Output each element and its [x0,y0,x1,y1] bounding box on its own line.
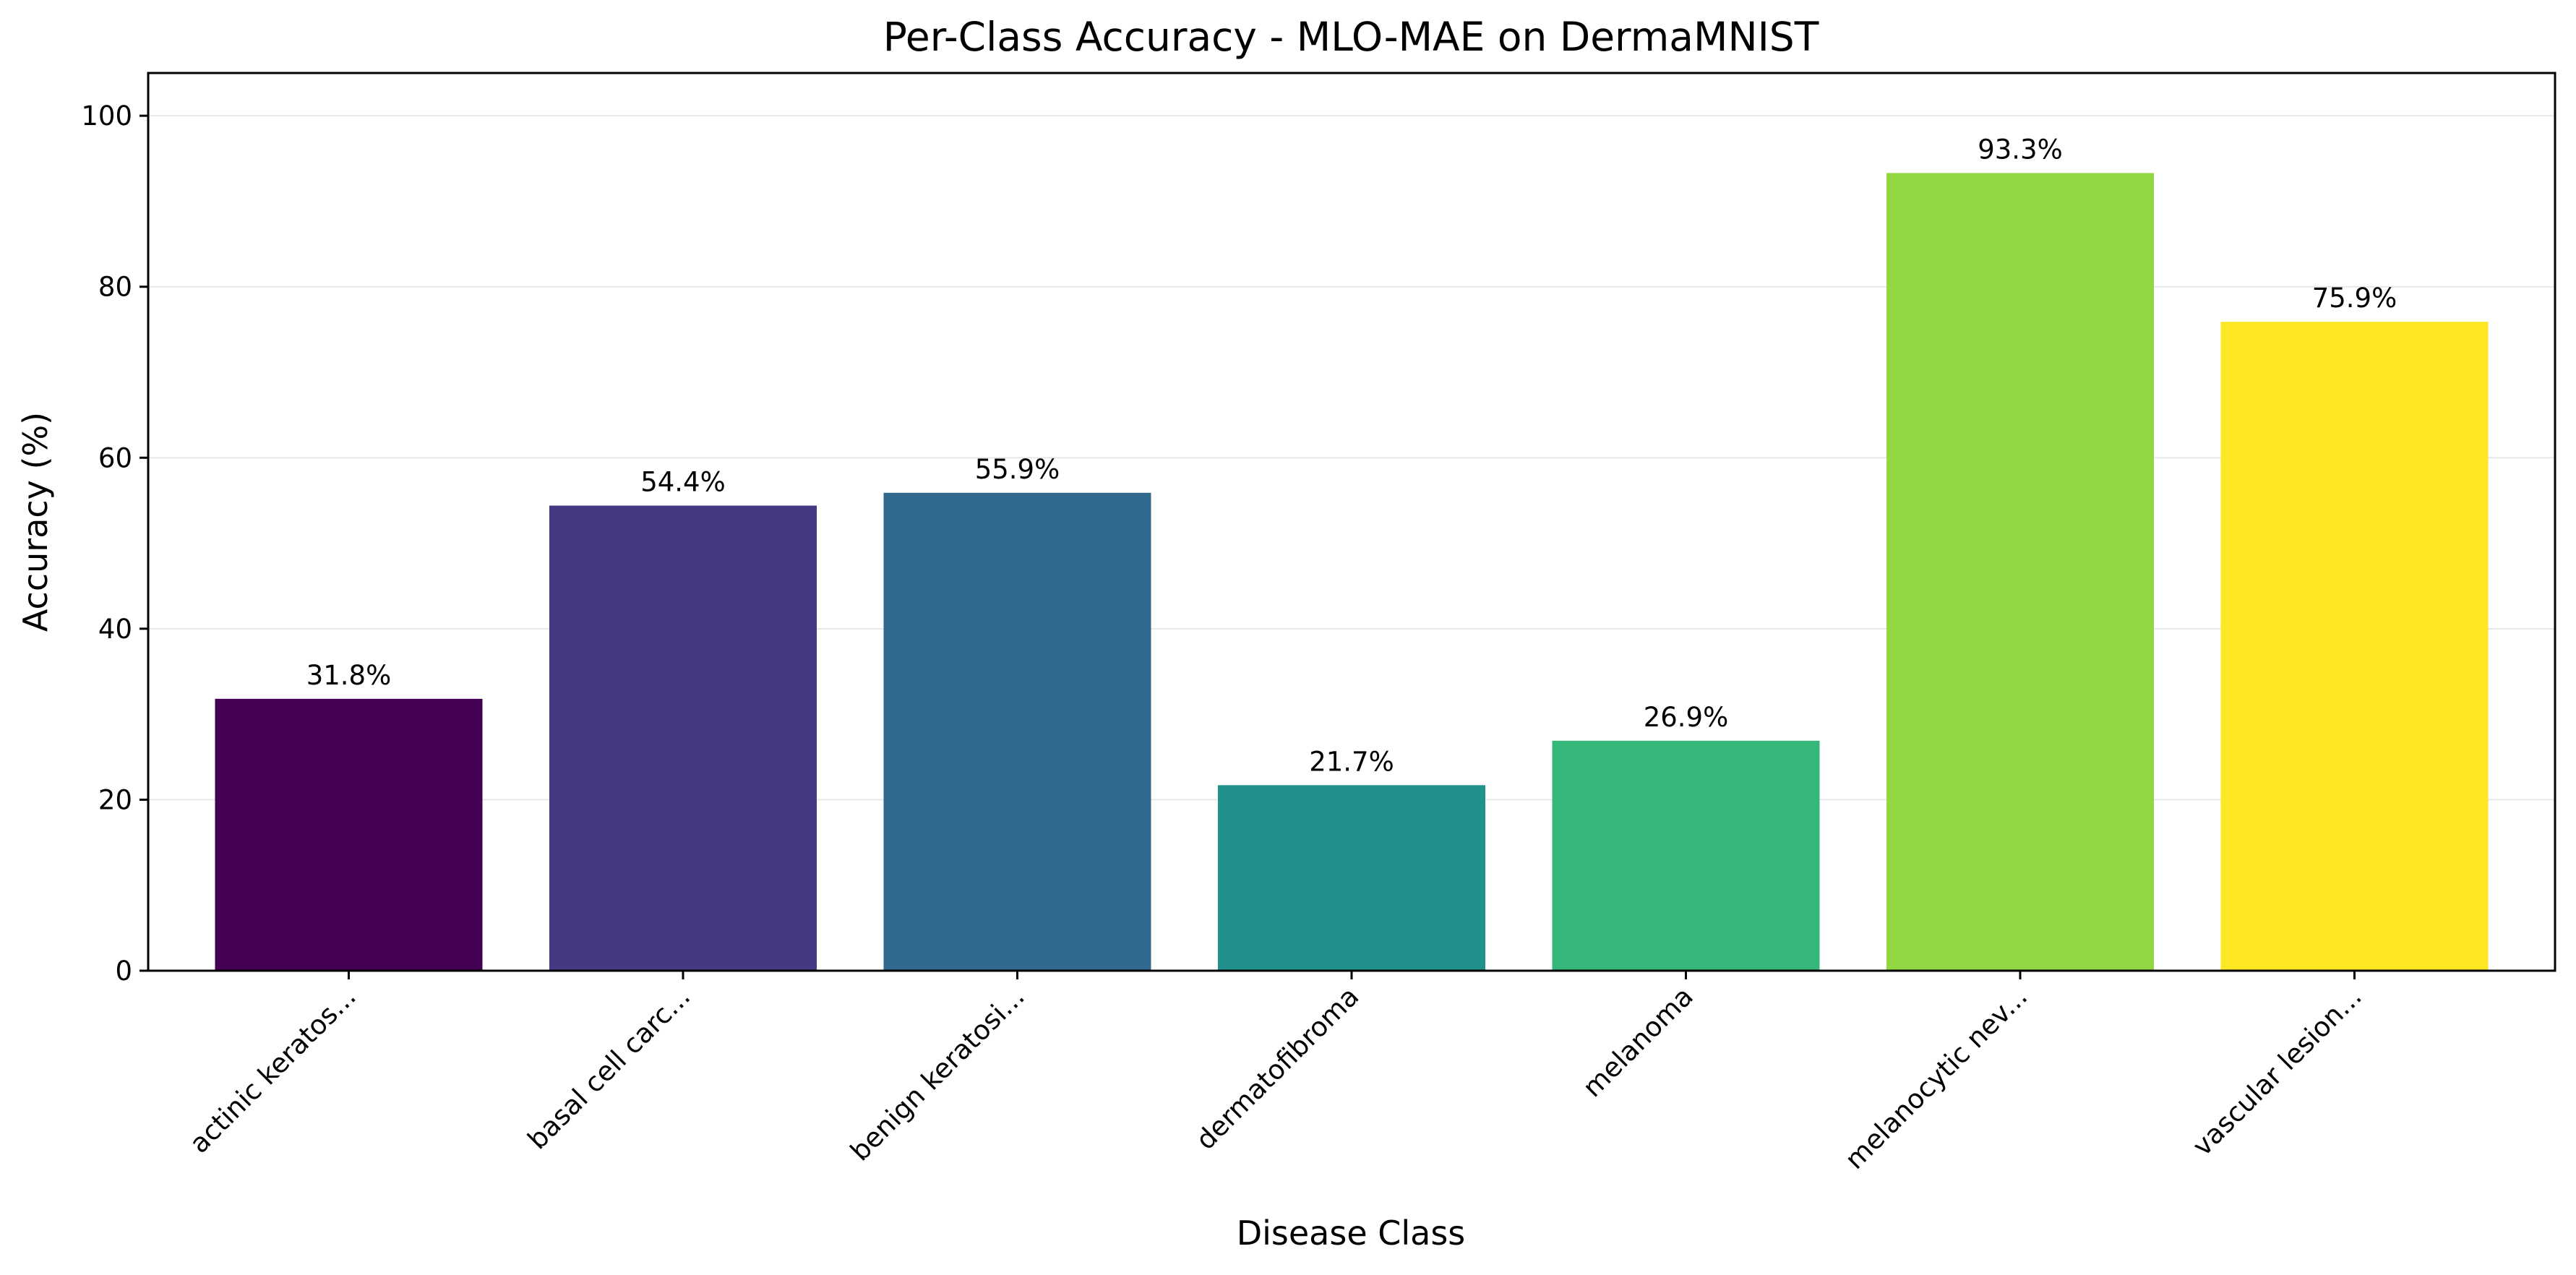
x-tick-label: benign keratosi... [844,981,1031,1167]
value-label: 93.3% [1978,134,2063,165]
bar [2220,322,2489,971]
x-tick-label: vascular lesion... [2186,981,2368,1162]
value-labels: 31.8% 54.4% 55.9% 21.7% 26.9% 93.3% 75.9% [306,134,2397,777]
x-tick-label: dermatofibroma [1190,981,1365,1156]
value-label: 54.4% [640,467,726,498]
y-axis-ticks: 0 20 40 60 80 100 [81,100,148,987]
value-label: 21.7% [1309,746,1394,777]
bar [1552,740,1820,971]
y-tick-label: 0 [115,956,132,987]
x-axis-label: Disease Class [1237,1214,1466,1253]
bar [215,698,483,971]
value-label: 31.8% [306,660,392,691]
chart-title: Per-Class Accuracy - MLO-MAE on DermaMNI… [883,14,1819,60]
x-tick-label: basal cell carc... [522,981,697,1156]
bars [215,173,2489,971]
value-label: 26.9% [1644,702,1729,733]
bar [883,492,1151,971]
y-tick-label: 60 [98,442,132,473]
y-tick-label: 80 [98,272,132,303]
x-tick-label: melanoma [1576,981,1699,1103]
x-axis-ticks: actinic keratos... basal cell carc... beni… [184,971,2368,1175]
bar [549,505,817,971]
value-label: 55.9% [975,454,1060,485]
bar [1886,173,2154,971]
y-tick-label: 40 [98,614,132,645]
y-tick-label: 100 [81,100,132,132]
y-tick-label: 20 [98,784,132,815]
value-label: 75.9% [2312,283,2397,314]
x-tick-label: actinic keratos... [184,981,362,1159]
bar [1218,785,1485,971]
y-axis-label: Accuracy (%) [16,412,55,632]
x-tick-label: melanocytic nev... [1839,981,2033,1175]
